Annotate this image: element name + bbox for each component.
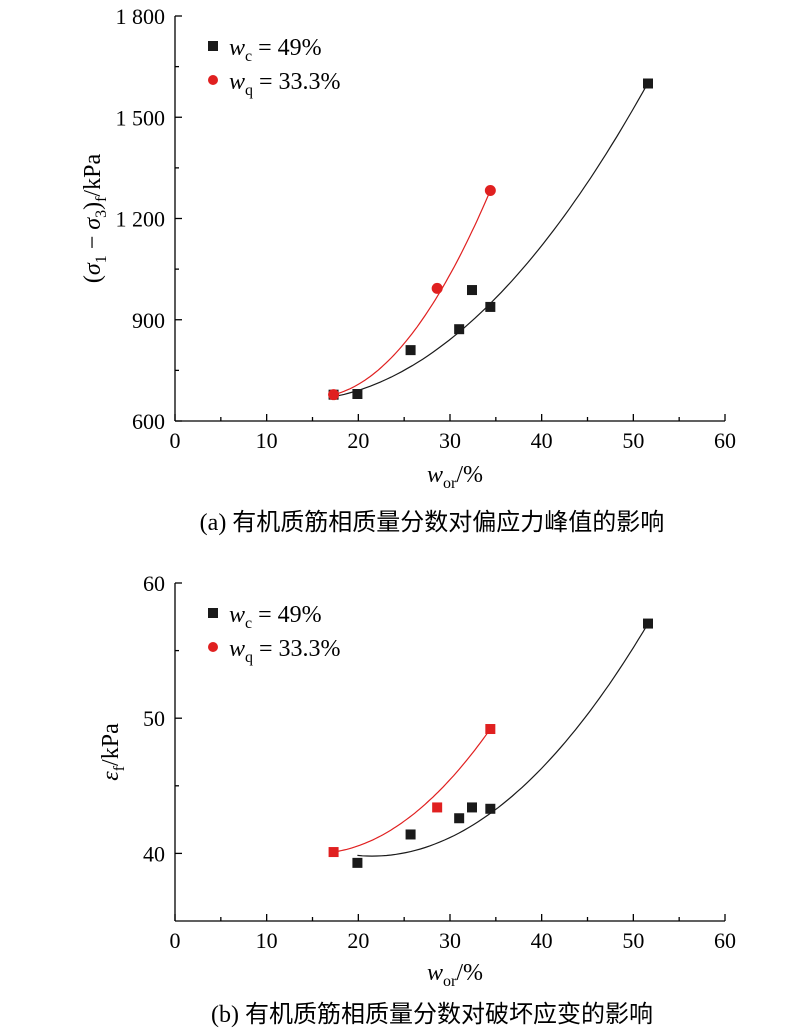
x-axis-label: wor/% [427, 462, 483, 492]
data-point-wc [467, 802, 477, 813]
y-tick-label: 60 [143, 571, 165, 596]
legend-marker-wq [208, 75, 218, 85]
figure-caption: (b) 有机质筋相质量分数对破坏应变的影响 [211, 1001, 653, 1028]
data-point-wc [454, 324, 465, 335]
legend-marker-wc [208, 41, 218, 51]
y-tick-label: 600 [132, 409, 165, 434]
x-tick-label: 60 [714, 428, 736, 453]
x-tick-label: 20 [347, 928, 369, 953]
data-point-wq [328, 389, 340, 401]
x-axis-label: wor/% [427, 960, 483, 990]
x-tick-label: 20 [347, 428, 369, 453]
x-tick-label: 60 [714, 928, 736, 953]
y-axis-label: εf/kPa [98, 723, 128, 781]
y-tick-label: 1 200 [116, 207, 166, 232]
data-point-wc [405, 345, 416, 356]
x-tick-label: 50 [622, 428, 644, 453]
chart-panel-b: 0 10 20 30 40 50 60 40 50 60 wc = 49% wq = 33.3% wor… [98, 571, 736, 1028]
y-tick-label: 1 500 [116, 105, 166, 130]
x-tick-label: 40 [531, 928, 553, 953]
fit-curve-wq [333, 728, 491, 853]
fit-curve-wq [333, 190, 491, 396]
legend-label-wq: wq = 33.3% [229, 636, 341, 666]
fit-curve-wc [333, 82, 649, 398]
data-point-wq [328, 847, 339, 858]
x-tick-label: 0 [170, 428, 181, 453]
data-point-wc [643, 78, 653, 89]
data-point-wc [352, 389, 363, 399]
y-tick-label: 1 800 [116, 4, 166, 29]
data-point-wc [454, 813, 465, 824]
data-point-wq [485, 724, 496, 735]
data-point-wq [484, 184, 496, 196]
x-tick-label: 50 [622, 928, 644, 953]
y-tick-label: 900 [132, 308, 165, 333]
legend-marker-wq [208, 642, 218, 652]
x-tick-label: 30 [439, 928, 461, 953]
figure-caption: (a) 有机质筋相质量分数对偏应力峰值的影响 [200, 509, 665, 536]
data-point-wc [643, 618, 653, 629]
y-tick-label: 50 [143, 706, 165, 731]
data-point-wc [485, 301, 496, 312]
data-point-wc [405, 829, 416, 840]
x-tick-label: 10 [256, 428, 278, 453]
data-point-wq [432, 802, 443, 813]
x-tick-label: 0 [170, 928, 181, 953]
data-point-wq [431, 282, 443, 294]
legend-label-wc: wc = 49% [229, 35, 322, 65]
fit-curve-wc [357, 623, 649, 857]
y-axis-label: (σ1 − σ3)f/kPa [80, 154, 110, 284]
x-tick-label: 10 [256, 928, 278, 953]
x-tick-label: 30 [439, 428, 461, 453]
y-tick-label: 40 [143, 841, 165, 866]
legend-label-wc: wc = 49% [229, 602, 322, 632]
data-point-wc [467, 285, 477, 296]
x-tick-label: 40 [531, 428, 553, 453]
chart-panel-a: 0 10 20 30 40 50 60 600 900 1 200 1 500 1 800 wc = 4… [80, 4, 736, 536]
legend-marker-wc [208, 608, 218, 618]
data-point-wc [485, 803, 496, 814]
data-point-wc [352, 857, 363, 868]
legend-label-wq: wq = 33.3% [229, 69, 341, 99]
